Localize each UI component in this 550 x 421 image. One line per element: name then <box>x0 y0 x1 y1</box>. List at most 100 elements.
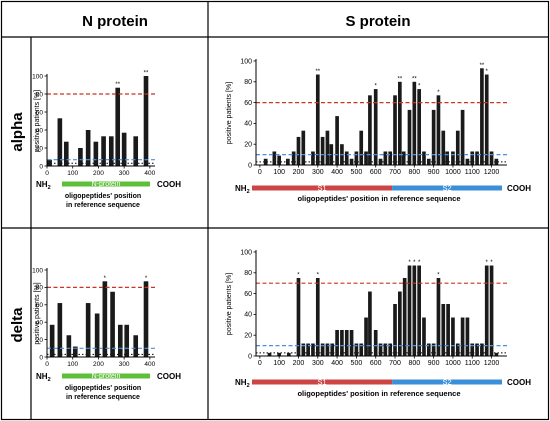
bar <box>72 346 78 357</box>
x-tick-label: 1200 <box>484 169 500 176</box>
x-caption-line2: in reference sequence <box>66 394 140 401</box>
bar <box>93 141 99 166</box>
x-tick-label: 400 <box>331 360 343 367</box>
bar <box>277 352 281 356</box>
x-tick-label: 200 <box>293 169 305 176</box>
x-tick-label: 400 <box>144 361 155 368</box>
significance-marker: * <box>413 260 416 266</box>
bar <box>431 109 436 165</box>
bar <box>85 303 91 357</box>
bar <box>398 81 402 165</box>
header-n-protein: N protein <box>82 13 148 30</box>
significance-marker: ** <box>115 82 120 88</box>
bar <box>311 343 315 356</box>
bar <box>407 109 412 165</box>
bar <box>311 151 315 165</box>
significance-marker: * <box>104 276 107 282</box>
x-tick-label: 100 <box>67 361 78 368</box>
bar <box>315 74 320 165</box>
nh2-terminus-label: NH2 <box>36 180 51 191</box>
bar <box>49 324 55 357</box>
bar <box>330 343 335 356</box>
significance-marker: * <box>437 90 440 96</box>
y-tick-label: 100 <box>32 73 43 80</box>
bar <box>117 324 123 357</box>
bar <box>364 151 368 165</box>
s1-domain-label: S1 <box>317 184 326 193</box>
y-axis-label: positive patients [%] <box>34 90 41 152</box>
bar <box>398 291 402 356</box>
y-tick-label: 80 <box>36 285 44 292</box>
bar <box>277 155 281 165</box>
s2-domain-label: S2 <box>442 378 451 387</box>
x-tick-label: 1100 <box>465 169 480 176</box>
bar <box>63 141 69 166</box>
bar <box>368 291 372 356</box>
bar <box>359 130 364 165</box>
bar <box>480 343 484 356</box>
bar <box>296 278 301 356</box>
n-protein-domain-bar <box>62 373 150 379</box>
y-tick-label: 40 <box>244 121 252 128</box>
y-tick-label: 0 <box>39 354 43 361</box>
x-tick-label: 1100 <box>465 360 480 367</box>
y-tick-label: 0 <box>248 162 252 169</box>
y-tick-label: 40 <box>36 320 44 327</box>
bar <box>455 130 460 165</box>
bar <box>267 352 272 356</box>
bar <box>388 151 393 165</box>
bar <box>383 343 388 356</box>
y-tick-label: 20 <box>244 333 252 340</box>
bar <box>436 95 441 165</box>
x-tick-label: 0 <box>258 169 262 176</box>
bar <box>465 317 470 356</box>
y-axis-label: positive patients [%] <box>226 82 233 144</box>
s2-domain-bar <box>392 379 502 385</box>
significance-marker: * <box>297 273 300 279</box>
bar <box>57 118 63 166</box>
significance-marker: * <box>486 69 489 75</box>
cooh-terminus-label: COOH <box>157 180 181 189</box>
row-label-delta: delta <box>9 307 26 343</box>
x-tick-label: 500 <box>351 360 363 367</box>
bar <box>306 343 310 356</box>
y-tick-label: 60 <box>36 109 44 116</box>
bar <box>286 352 291 356</box>
x-caption-line1: oligopeptides' position <box>65 385 141 392</box>
bar <box>484 265 489 356</box>
x-tick-label: 0 <box>45 361 49 368</box>
y-tick-label: 100 <box>32 267 43 274</box>
significance-marker: ** <box>315 69 320 75</box>
bar <box>364 317 368 356</box>
bar <box>417 265 421 356</box>
x-tick-label: 400 <box>144 170 155 177</box>
bar <box>78 148 83 166</box>
y-tick-label: 100 <box>240 58 252 65</box>
s1-domain-label: S1 <box>317 378 326 387</box>
bar <box>393 304 397 356</box>
chart-alpha-n: ** ** 0 20 40 60 80 100 0 100 200 300 400 positive pa… <box>32 71 181 210</box>
header-s-protein: S protein <box>345 13 410 30</box>
x-tick-label: 300 <box>119 170 130 177</box>
bar <box>431 343 436 356</box>
bar <box>378 158 383 165</box>
bar <box>102 281 108 357</box>
bar <box>460 109 465 165</box>
y-tick-label: 0 <box>39 163 43 170</box>
significance-marker: ** <box>144 71 149 77</box>
significance-marker: * <box>490 260 493 266</box>
bar <box>349 330 354 356</box>
bar <box>494 352 499 356</box>
bar <box>436 278 441 356</box>
bar <box>121 132 127 166</box>
y-tick-label: 60 <box>244 291 252 298</box>
n-protein-domain-label: N-protein <box>92 181 121 188</box>
bar <box>484 74 489 165</box>
y-tick-label: 60 <box>36 302 44 309</box>
x-tick-label: 100 <box>273 169 285 176</box>
x-tick-label: 700 <box>389 169 401 176</box>
significance-marker: * <box>437 273 440 279</box>
bar <box>412 265 417 356</box>
